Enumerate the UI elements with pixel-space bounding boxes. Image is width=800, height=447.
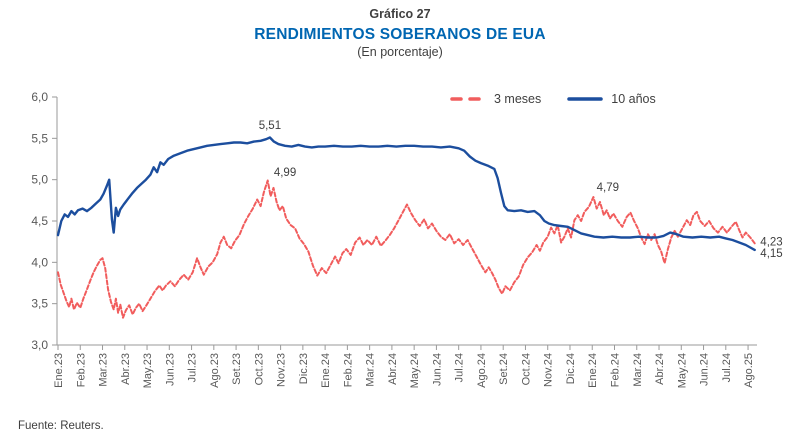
x-tick-label: Feb.23 bbox=[75, 353, 87, 387]
y-tick-label: 3,5 bbox=[31, 297, 48, 311]
source-note: Fuente: Reuters. bbox=[18, 420, 104, 432]
x-tick-label: Nov.24 bbox=[543, 353, 555, 387]
x-tick-label: Ago.24 bbox=[476, 353, 488, 388]
chart-header: Gráfico 27 RENDIMIENTOS SOBERANOS DE EUA… bbox=[0, 7, 800, 61]
figure-label: Gráfico 27 bbox=[369, 7, 431, 21]
x-tick-label: Mar.24 bbox=[632, 353, 644, 387]
x-tick-label: Oct.24 bbox=[520, 353, 532, 385]
x-tick-label: Jul.23 bbox=[187, 353, 199, 382]
x-tick-label: May.23 bbox=[142, 353, 154, 388]
series-10-años bbox=[56, 136, 756, 252]
x-tick-label: Oct.23 bbox=[253, 353, 265, 385]
x-tick-label: Ene.24 bbox=[587, 353, 599, 388]
x-tick-label: Set.24 bbox=[498, 353, 510, 385]
x-tick-label: Feb.24 bbox=[342, 353, 354, 387]
legend-label-3-meses: 3 meses bbox=[494, 92, 542, 106]
x-tick-label: Nov.23 bbox=[276, 353, 288, 387]
y-tick-label: 4,5 bbox=[31, 214, 48, 228]
x-tick-label: Ago.23 bbox=[209, 353, 221, 388]
legend-label-10-anos: 10 años bbox=[611, 92, 656, 106]
x-tick-label: Set.23 bbox=[231, 353, 243, 385]
y-tick-label: 5,0 bbox=[31, 173, 48, 187]
x-tick-label: Mar.23 bbox=[98, 353, 110, 387]
x-tick-label: Dic.24 bbox=[565, 353, 577, 384]
x-tick-label: Ene.23 bbox=[53, 353, 65, 388]
y-tick-label: 5,5 bbox=[31, 131, 48, 145]
x-tick-label: Jun.23 bbox=[164, 353, 176, 386]
x-tick-label: Ene.24 bbox=[320, 353, 332, 388]
legend-swatch-solid-icon bbox=[567, 97, 603, 101]
x-tick-label: Jul.24 bbox=[454, 353, 466, 382]
y-tick-label: 6,0 bbox=[31, 90, 48, 104]
annotation-label: 4,15 bbox=[760, 248, 782, 260]
x-tick-label: Jul.24 bbox=[721, 353, 733, 382]
chart-title: RENDIMIENTOS SOBERANOS DE EUA bbox=[254, 25, 546, 43]
y-tick-label: 3,0 bbox=[31, 338, 48, 352]
legend-item-3-meses: 3 meses bbox=[450, 92, 541, 106]
series-3-meses bbox=[57, 179, 756, 319]
x-tick-label: Ago.25 bbox=[743, 353, 755, 388]
legend-item-10-anos: 10 años bbox=[567, 92, 656, 106]
x-tick-label: Abr.24 bbox=[654, 353, 666, 385]
legend-swatch-dashed-icon bbox=[450, 97, 486, 101]
x-tick-label: Abr.23 bbox=[120, 353, 132, 385]
x-tick-label: May.24 bbox=[676, 353, 688, 388]
annotation-label: 4,99 bbox=[274, 167, 296, 179]
x-tick-label: May.24 bbox=[409, 353, 421, 388]
chart-legend: 3 meses 10 años bbox=[450, 92, 656, 106]
x-tick-label: Feb.24 bbox=[610, 353, 622, 387]
annotation-label: 5,51 bbox=[259, 120, 281, 132]
annotation-label: 4,23 bbox=[760, 237, 782, 249]
x-tick-label: Mar.24 bbox=[365, 353, 377, 387]
chart-subtitle: (En porcentaje) bbox=[357, 45, 443, 59]
x-tick-label: Jun.24 bbox=[431, 353, 443, 386]
x-tick-label: Jun.24 bbox=[699, 353, 711, 386]
x-tick-label: Dic.23 bbox=[298, 353, 310, 384]
y-tick-label: 4,0 bbox=[31, 255, 48, 269]
annotation-label: 4,79 bbox=[597, 182, 619, 194]
x-tick-label: Abr.24 bbox=[387, 353, 399, 385]
